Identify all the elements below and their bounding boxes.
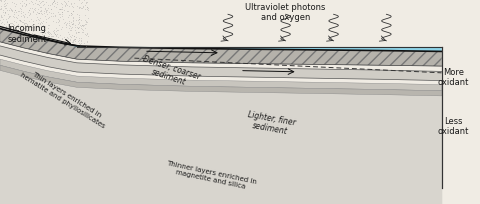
- Text: Incoming
sediment: Incoming sediment: [7, 24, 47, 44]
- Polygon shape: [0, 59, 442, 91]
- Polygon shape: [0, 29, 442, 51]
- Text: Thinner layers enriched in
magnetite and silica: Thinner layers enriched in magnetite and…: [165, 161, 257, 192]
- Polygon shape: [0, 46, 442, 81]
- Text: More
oxidant: More oxidant: [438, 68, 469, 87]
- Text: Less
oxidant: Less oxidant: [438, 117, 469, 136]
- Text: Denser, coarser
sediment: Denser, coarser sediment: [139, 54, 202, 91]
- Text: Ultraviolet photons
and oxygen: Ultraviolet photons and oxygen: [245, 3, 326, 22]
- Text: Lighter, finer
sediment: Lighter, finer sediment: [246, 110, 297, 137]
- Text: Thin layers enriched in
hematite and phyllosilicates: Thin layers enriched in hematite and phy…: [20, 66, 110, 130]
- Polygon shape: [0, 65, 442, 96]
- Polygon shape: [0, 29, 442, 66]
- Polygon shape: [0, 70, 442, 204]
- Polygon shape: [0, 0, 89, 47]
